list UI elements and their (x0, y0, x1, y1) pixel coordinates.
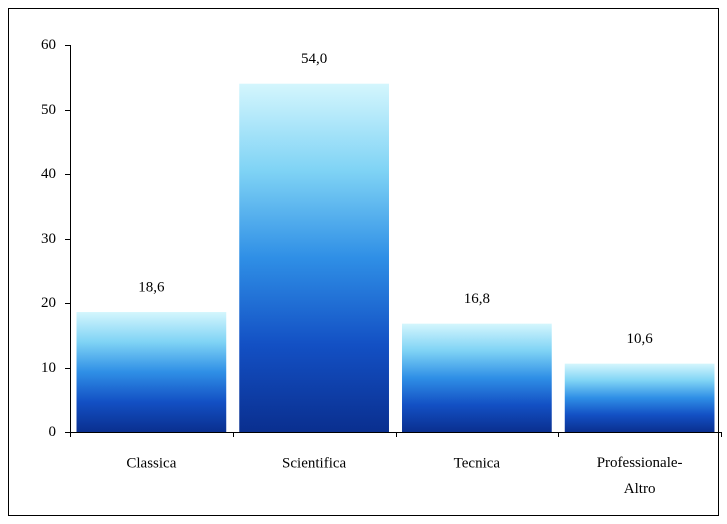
y-tick-label: 50 (41, 102, 56, 118)
bar (564, 363, 715, 432)
bar (402, 323, 552, 432)
data-label: 10,6 (627, 331, 654, 347)
data-label: 16,8 (464, 291, 490, 307)
x-tick-label: Tecnica (454, 455, 501, 471)
y-tick-label: 20 (41, 295, 56, 311)
x-tick-label: Classica (126, 455, 176, 471)
data-label: 54,0 (301, 51, 327, 67)
y-tick-label: 0 (49, 424, 57, 440)
x-tick-label: Scientifica (282, 455, 346, 471)
y-tick-label: 30 (41, 231, 56, 247)
x-tick-label: Professionale-Altro (597, 455, 683, 497)
bar (239, 83, 389, 432)
y-tick-label: 40 (41, 166, 56, 182)
y-tick-label: 60 (41, 37, 56, 53)
data-label: 18,6 (138, 279, 165, 295)
bar (76, 312, 227, 432)
y-tick-label: 10 (41, 360, 56, 376)
